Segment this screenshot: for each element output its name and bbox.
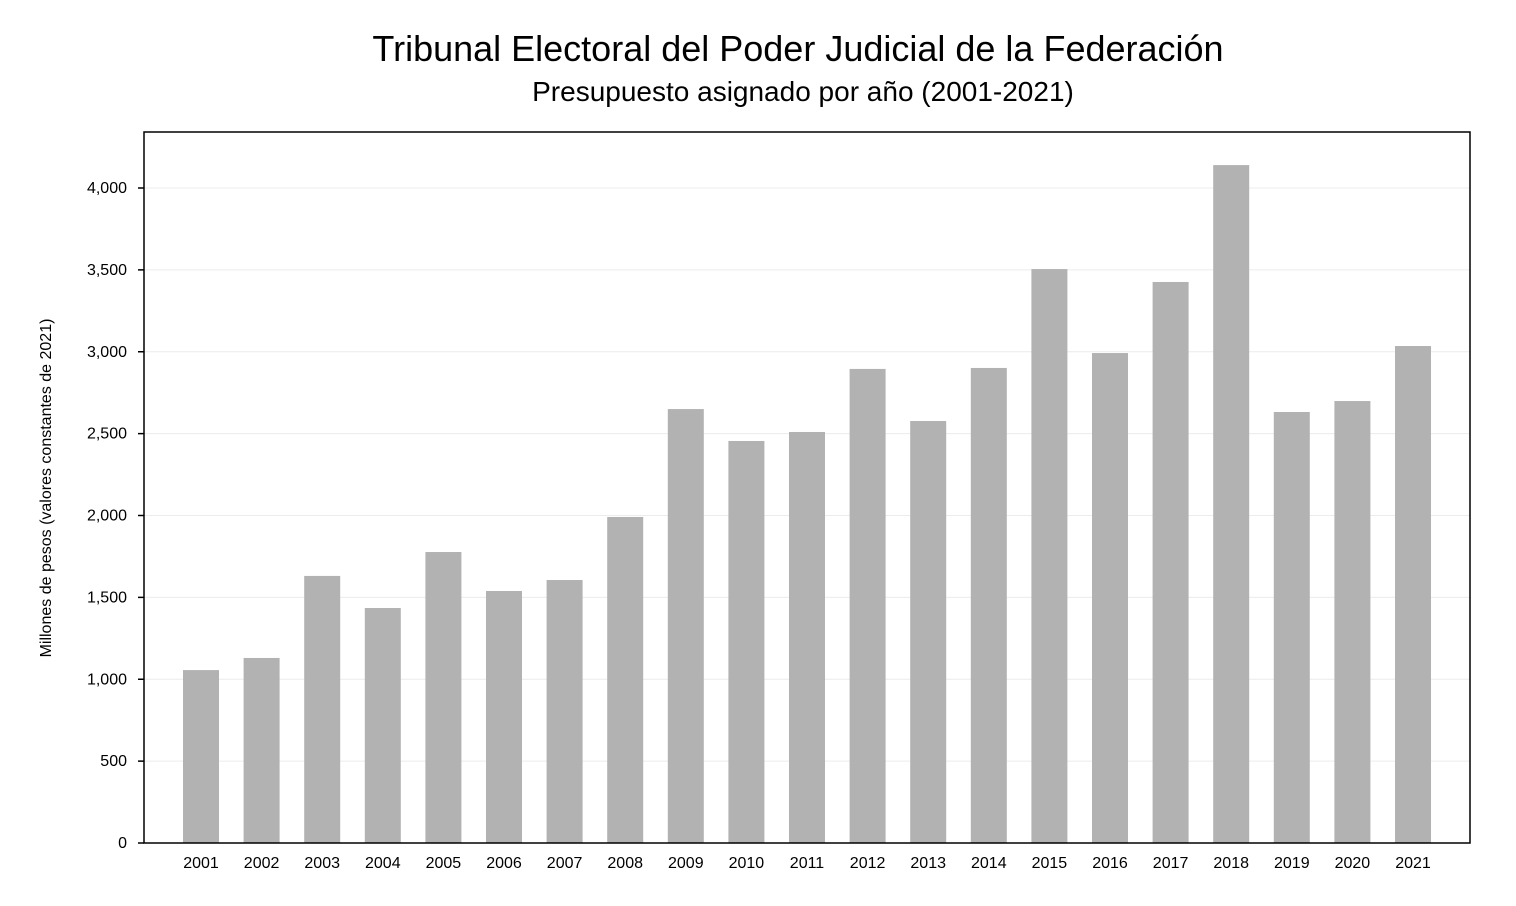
- y-tick-label: 1,000: [87, 671, 127, 688]
- bar-2010: [728, 440, 765, 843]
- x-tick-label: 2006: [486, 855, 522, 872]
- x-tick-label: 2011: [790, 855, 825, 872]
- x-tick-label: 2007: [547, 855, 583, 872]
- y-tick-label: 2,500: [87, 426, 127, 443]
- bar-2018: [1213, 165, 1250, 843]
- x-tick-label: 2018: [1213, 855, 1249, 872]
- y-tick-label: 0: [118, 835, 127, 852]
- bar-2011: [789, 431, 825, 843]
- x-tick-label: 2003: [304, 855, 340, 872]
- x-tick-label: 2017: [1153, 855, 1189, 872]
- x-tick-label: 2016: [1092, 855, 1128, 872]
- y-tick-label: 500: [100, 753, 127, 770]
- chart-subtitle: Presupuesto asignado por año (2001-2021): [532, 76, 1074, 107]
- bar-2021: [1395, 346, 1431, 843]
- bar-2013: [910, 421, 947, 843]
- bar-2007: [546, 580, 583, 843]
- x-tick-label: 2019: [1274, 855, 1310, 872]
- bar-2001: [183, 670, 219, 843]
- x-tick-label: 2014: [971, 855, 1007, 872]
- y-tick-label: 1,500: [87, 589, 127, 606]
- x-tick-label: 2013: [910, 855, 946, 872]
- x-tick-label: 2010: [729, 855, 765, 872]
- x-tick-label: 2009: [668, 855, 704, 872]
- y-tick-label: 4,000: [87, 180, 127, 197]
- bar-2020: [1334, 401, 1371, 843]
- bar-2019: [1273, 412, 1310, 843]
- x-tick-label: 2004: [365, 855, 401, 872]
- x-tick-label: 2001: [183, 855, 219, 872]
- bar-2009: [667, 409, 704, 843]
- bar-2005: [425, 552, 462, 843]
- x-tick-label: 2012: [850, 855, 886, 872]
- bar-2008: [607, 516, 644, 843]
- x-tick-label: 2015: [1032, 855, 1068, 872]
- y-tick-label: 2,000: [87, 508, 127, 525]
- plot-frame: [143, 131, 1471, 844]
- bar-2015: [1031, 269, 1068, 843]
- x-tick-label: 2005: [426, 855, 462, 872]
- x-tick-label: 2021: [1395, 855, 1431, 872]
- x-tick-label: 2020: [1335, 855, 1371, 872]
- chart-title: Tribunal Electoral del Poder Judicial de…: [372, 28, 1224, 69]
- bar-2016: [1092, 353, 1128, 843]
- y-tick-label: 3,500: [87, 262, 127, 279]
- x-tick-label: 2002: [244, 855, 280, 872]
- bar-2014: [970, 367, 1007, 843]
- x-tick-label: 2008: [607, 855, 643, 872]
- bar-2002: [243, 657, 280, 843]
- bar-2012: [849, 368, 886, 843]
- bar-2003: [304, 575, 341, 843]
- bar-2006: [486, 590, 522, 843]
- bar-2004: [364, 608, 401, 843]
- bar-2017: [1152, 281, 1189, 843]
- y-tick-label: 3,000: [87, 344, 127, 361]
